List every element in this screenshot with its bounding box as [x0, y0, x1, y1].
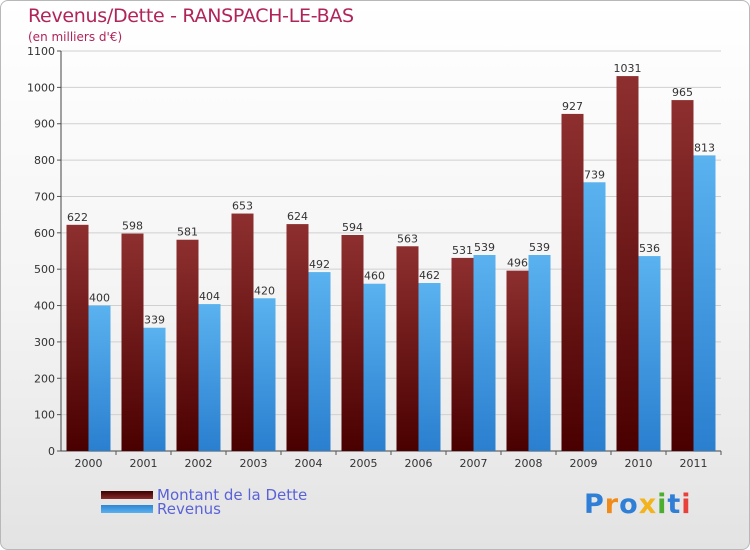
y-tick-label: 600	[34, 227, 55, 240]
y-tick-label: 0	[48, 445, 55, 458]
data-label-dette: 563	[397, 232, 418, 245]
logo-letter: t	[667, 489, 682, 520]
data-label-revenus: 420	[254, 284, 275, 297]
logo-letter: r	[604, 489, 620, 520]
bar-revenus	[528, 255, 551, 451]
bar-revenus	[583, 182, 606, 452]
y-tick-label: 1100	[27, 45, 55, 58]
bar-revenus	[143, 327, 166, 451]
data-label-revenus: 460	[364, 270, 385, 283]
bar-revenus	[88, 305, 111, 451]
data-label-dette: 531	[452, 244, 473, 257]
data-label-revenus: 739	[584, 168, 605, 181]
data-label-revenus: 492	[309, 258, 330, 271]
y-tick-label: 200	[34, 372, 55, 385]
bar-dette	[176, 239, 199, 451]
x-tick-label: 2000	[75, 457, 103, 470]
bar-revenus	[693, 155, 716, 451]
data-label-dette: 653	[232, 200, 253, 213]
legend-item-revenus: Revenus	[101, 500, 221, 518]
data-label-revenus: 462	[419, 269, 440, 282]
data-label-dette: 598	[122, 220, 143, 233]
chart-title: Revenus/Dette - RANSPACH-LE-BAS	[28, 5, 354, 27]
logo-letter: i	[681, 489, 692, 520]
y-tick-label: 700	[34, 190, 55, 203]
data-label-revenus: 539	[529, 241, 550, 254]
bar-revenus	[638, 256, 661, 451]
bar-revenus	[363, 283, 386, 451]
bar-revenus	[418, 283, 441, 451]
bar-dette	[561, 113, 584, 451]
data-label-dette: 624	[287, 210, 308, 223]
data-label-dette: 927	[562, 100, 583, 113]
legend-label-dette: Montant de la Dette	[157, 486, 308, 504]
data-label-revenus: 536	[639, 242, 660, 255]
x-tick-label: 2010	[625, 457, 653, 470]
x-tick-label: 2011	[680, 457, 708, 470]
logo-letter: i	[657, 489, 668, 520]
bar-dette	[286, 224, 309, 451]
x-tick-label: 2009	[570, 457, 598, 470]
bar-dette	[396, 246, 419, 451]
bar-revenus	[253, 298, 276, 451]
bar-revenus	[473, 255, 496, 451]
data-label-revenus: 404	[199, 290, 220, 303]
data-label-revenus: 400	[89, 292, 110, 305]
bar-dette	[121, 233, 144, 451]
bar-revenus	[198, 304, 221, 451]
data-label-dette: 496	[507, 257, 528, 270]
bar-dette	[616, 76, 639, 451]
data-label-dette: 581	[177, 226, 198, 239]
data-label-revenus: 339	[144, 314, 165, 327]
logo-letter: o	[619, 489, 639, 520]
bar-dette	[231, 213, 254, 451]
logo-letter: P	[584, 489, 605, 520]
x-tick-label: 2006	[405, 457, 433, 470]
y-tick-label: 1000	[27, 81, 55, 94]
y-tick-label: 800	[34, 154, 55, 167]
logo-letter: x	[638, 489, 658, 520]
bar-dette	[451, 257, 474, 451]
bar-dette	[671, 100, 694, 451]
x-tick-label: 2002	[185, 457, 213, 470]
chart-subtitle: (en milliers d'€)	[28, 30, 123, 44]
x-tick-label: 2007	[460, 457, 488, 470]
legend-label-revenus: Revenus	[157, 500, 221, 518]
y-tick-label: 500	[34, 263, 55, 276]
x-tick-label: 2008	[515, 457, 543, 470]
data-label-revenus: 539	[474, 241, 495, 254]
legend-swatch-revenus	[101, 505, 153, 513]
bar-dette	[66, 224, 89, 451]
y-tick-label: 300	[34, 336, 55, 349]
y-tick-label: 100	[34, 409, 55, 422]
y-tick-label: 900	[34, 118, 55, 131]
x-tick-label: 2001	[130, 457, 158, 470]
data-label-dette: 965	[672, 86, 693, 99]
x-tick-label: 2005	[350, 457, 378, 470]
x-tick-label: 2003	[240, 457, 268, 470]
x-tick-label: 2004	[295, 457, 323, 470]
data-label-revenus: 813	[694, 141, 715, 154]
bar-revenus	[308, 272, 331, 451]
bar-dette	[341, 235, 364, 451]
y-tick-label: 400	[34, 300, 55, 313]
data-label-dette: 622	[67, 211, 88, 224]
legend-swatch-dette	[101, 491, 153, 499]
proxiti-logo: Proxiti	[584, 489, 692, 520]
bar-dette	[506, 270, 529, 451]
legend-item-dette: Montant de la Dette	[101, 486, 308, 504]
data-label-dette: 594	[342, 221, 363, 234]
data-label-dette: 1031	[614, 62, 642, 75]
